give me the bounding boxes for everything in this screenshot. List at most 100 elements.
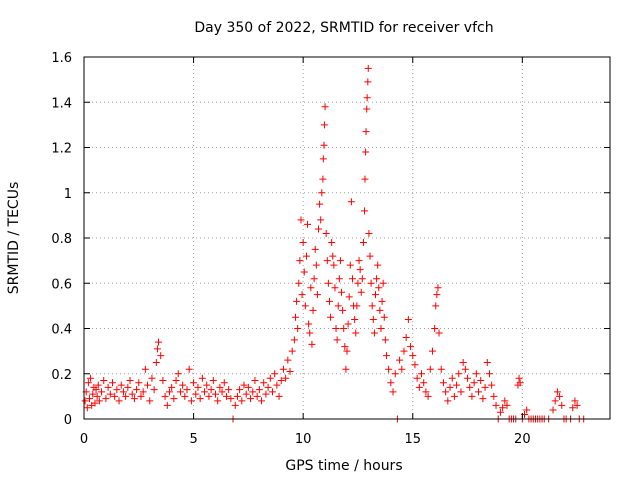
data-point	[472, 370, 480, 378]
data-point	[266, 374, 274, 382]
data-point	[220, 379, 228, 387]
data-point	[426, 365, 434, 373]
data-point	[459, 358, 467, 366]
data-point	[209, 377, 217, 385]
data-point	[373, 275, 381, 283]
data-point	[413, 374, 421, 382]
data-point	[181, 392, 189, 400]
data-point	[475, 388, 482, 396]
data-point	[227, 395, 235, 403]
data-point	[130, 395, 138, 403]
data-point	[325, 297, 333, 305]
data-point	[275, 392, 283, 400]
data-point	[409, 352, 417, 360]
data-point	[319, 175, 327, 183]
data-point	[163, 401, 171, 409]
data-point	[324, 279, 332, 287]
data-point	[268, 388, 276, 396]
data-point	[277, 377, 285, 385]
data-point	[339, 306, 347, 314]
data-point	[444, 397, 452, 405]
data-point	[450, 392, 458, 400]
data-point	[85, 395, 93, 403]
data-point	[115, 397, 123, 405]
data-point	[84, 379, 92, 387]
data-point	[148, 374, 156, 382]
data-point	[321, 103, 329, 111]
data-point	[411, 361, 419, 369]
data-point	[483, 358, 491, 366]
x-tick-label: 20	[514, 432, 531, 447]
data-point	[553, 388, 561, 396]
data-point	[363, 94, 371, 102]
data-point	[499, 404, 507, 412]
data-point	[378, 297, 386, 305]
plot-frame	[83, 56, 611, 420]
data-point	[307, 284, 315, 292]
data-point	[385, 365, 393, 373]
data-point	[249, 388, 257, 396]
data-point	[304, 220, 312, 228]
data-point	[466, 383, 474, 391]
data-point	[343, 347, 351, 355]
data-point	[569, 404, 577, 412]
data-point	[100, 377, 108, 385]
data-point	[302, 252, 310, 260]
data-point	[348, 275, 356, 283]
data-point	[316, 200, 324, 208]
data-point	[400, 347, 408, 355]
y-tick-label: 0.4	[51, 323, 72, 338]
data-point	[329, 252, 337, 260]
y-tick-label: 0.6	[51, 277, 72, 292]
data-point	[93, 392, 101, 400]
data-point	[255, 386, 263, 394]
data-point	[333, 336, 341, 344]
data-point	[357, 288, 365, 296]
data-point	[551, 397, 559, 405]
data-point	[375, 284, 383, 292]
data-point	[244, 383, 252, 391]
data-point	[492, 401, 500, 409]
data-point	[214, 397, 222, 405]
data-point	[356, 266, 364, 274]
data-point	[260, 379, 268, 387]
data-point	[434, 284, 442, 292]
points-layer	[81, 64, 588, 423]
data-point	[363, 105, 371, 113]
data-point	[104, 383, 112, 391]
chart-title: Day 350 of 2022, SRMTID for receiver vfc…	[194, 20, 493, 36]
data-point	[374, 261, 382, 269]
data-point	[571, 397, 579, 405]
data-point	[309, 306, 317, 314]
data-point	[264, 383, 272, 391]
data-point	[279, 365, 287, 373]
data-point	[102, 395, 110, 403]
data-point	[346, 261, 354, 269]
y-tick-label: 0	[64, 413, 72, 428]
data-point	[435, 329, 443, 337]
data-point	[501, 397, 509, 405]
data-point	[187, 397, 195, 405]
data-point	[291, 313, 299, 321]
data-point	[122, 392, 130, 400]
data-point	[477, 377, 485, 385]
data-point	[418, 370, 426, 378]
data-point	[288, 347, 296, 355]
data-point	[119, 388, 127, 396]
data-point	[446, 383, 454, 391]
data-point	[301, 302, 309, 310]
data-point	[159, 377, 167, 385]
data-point	[347, 198, 355, 206]
data-point	[402, 334, 410, 342]
data-point	[353, 302, 361, 310]
data-point	[94, 381, 102, 389]
data-point	[318, 189, 326, 197]
data-point	[317, 216, 325, 224]
data-point	[236, 386, 244, 394]
data-point	[203, 381, 211, 389]
data-point	[481, 383, 489, 391]
data-point	[284, 356, 292, 364]
data-point	[128, 390, 136, 398]
data-point	[271, 370, 279, 378]
data-point	[396, 356, 404, 364]
